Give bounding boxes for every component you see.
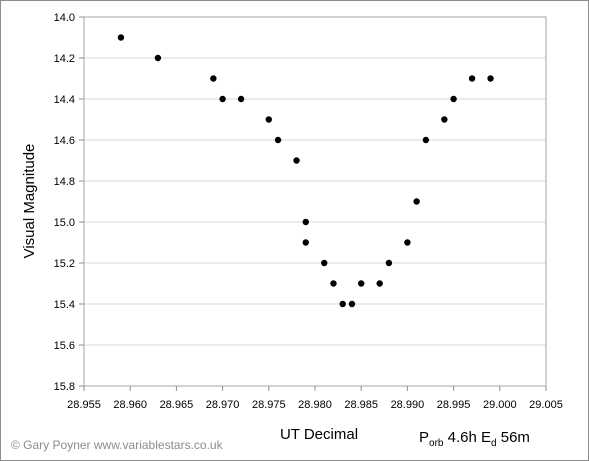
x-tick-label: 29.005	[529, 399, 563, 411]
y-tick-label: 14.0	[54, 12, 75, 24]
gridlines	[84, 57, 546, 346]
data-point	[219, 95, 226, 103]
porb-symbol: P	[419, 429, 430, 446]
data-point	[293, 157, 300, 164]
y-tick-label: 15.4	[54, 299, 75, 311]
axis-ticks	[79, 16, 547, 391]
data-point	[339, 300, 346, 308]
data-points	[117, 34, 494, 308]
data-point	[422, 136, 430, 144]
data-point	[441, 116, 448, 123]
data-point	[376, 280, 383, 287]
y-tick-label: 15.2	[54, 258, 75, 270]
porb-subscript: orb	[429, 438, 444, 449]
data-point	[210, 75, 217, 82]
y-tick-label: 15.8	[54, 381, 75, 393]
data-point	[413, 198, 420, 205]
copyright-credit: © Gary Poyner www.variablestars.co.uk	[11, 438, 223, 452]
data-point	[321, 259, 328, 267]
x-tick-label: 28.985	[344, 399, 378, 411]
y-axis-title: Visual Magnitude	[21, 144, 38, 259]
x-axis-title: UT Decimal	[280, 426, 358, 443]
y-tick-label: 14.8	[54, 176, 75, 188]
data-point	[450, 95, 457, 103]
data-point	[302, 218, 309, 226]
x-tick-label: 28.980	[298, 399, 332, 411]
data-point	[468, 75, 476, 82]
data-point	[487, 75, 494, 82]
y-tick-label: 14.2	[54, 53, 75, 65]
y-tick-label: 14.4	[54, 94, 75, 106]
data-point	[358, 280, 365, 287]
y-tick-label: 15.6	[54, 340, 75, 352]
x-tick-label: 28.995	[437, 399, 471, 411]
data-point	[154, 54, 162, 62]
data-point	[404, 239, 411, 246]
x-tick-label: 28.970	[206, 399, 240, 411]
ed-subscript: d	[491, 438, 497, 449]
porb-value: 4.6h	[443, 429, 481, 446]
x-tick-labels: 28.955 28.960 28.965 28.970 28.975 28.980 28.9…	[67, 399, 563, 411]
y-tick-label: 14.6	[54, 135, 75, 147]
y-tick-label: 15.0	[54, 217, 75, 229]
ed-symbol: E	[481, 429, 492, 446]
data-point	[330, 280, 337, 287]
data-point	[274, 136, 282, 144]
data-point	[117, 34, 125, 41]
x-tick-label: 28.975	[252, 399, 286, 411]
plot-area-border	[83, 16, 547, 387]
y-tick-labels: 14.0 14.2 14.4 14.6 14.8 15.0 15.2 15.4 15.6 15.8	[54, 12, 75, 393]
x-tick-label: 28.965	[160, 399, 194, 411]
x-tick-label: 28.960	[113, 399, 147, 411]
x-tick-label: 29.000	[483, 399, 517, 411]
orbital-parameters: Porb 4.6h Ed 56m	[419, 429, 530, 449]
data-point	[348, 300, 356, 308]
data-point	[302, 239, 309, 246]
data-point	[385, 259, 393, 267]
ed-value: 56m	[496, 429, 530, 446]
data-point	[237, 95, 245, 103]
x-tick-label: 28.955	[67, 399, 101, 411]
data-point	[265, 116, 272, 123]
x-tick-label: 28.990	[391, 399, 425, 411]
